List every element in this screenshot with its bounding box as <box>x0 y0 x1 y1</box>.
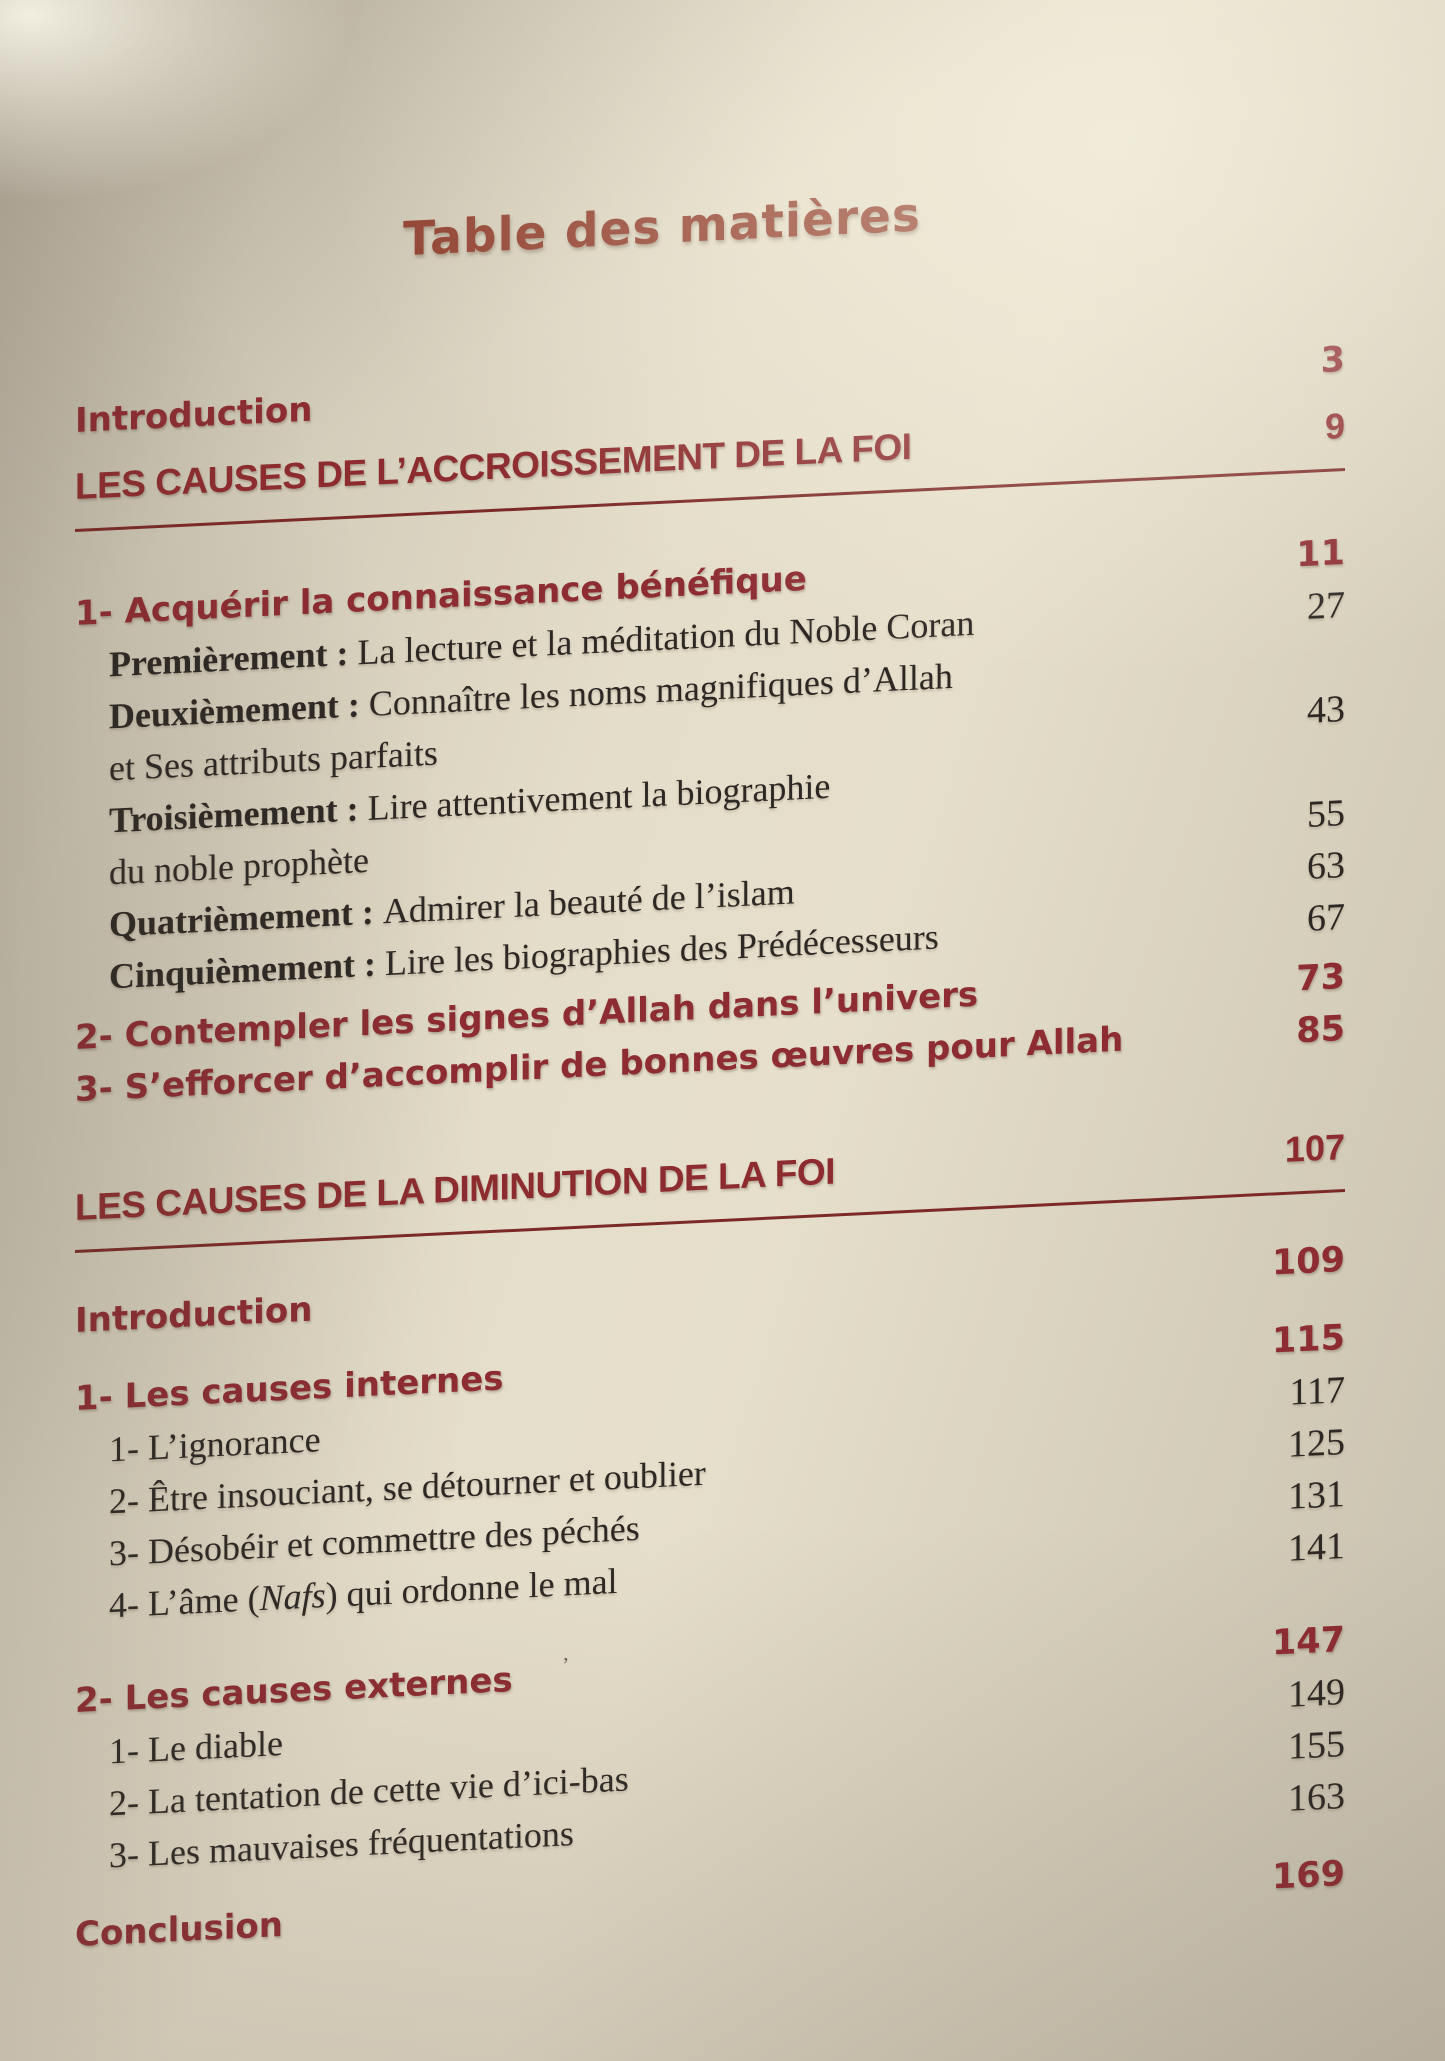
toc-entry-page-number: 73 <box>1296 956 1345 1000</box>
toc-entry-page-number: 63 <box>1307 843 1345 888</box>
toc-entry-page-number: 125 <box>1288 1420 1345 1466</box>
toc-entry: LES CAUSES DE LA DIMINUTION DE LA FOI 10… <box>75 1120 1345 1253</box>
toc-entry-page-number: 117 <box>1289 1368 1345 1414</box>
toc-entry-page-number: 11 <box>1296 532 1345 576</box>
toc-entry-page-number: 147 <box>1271 1619 1345 1664</box>
toc-label-segment: du noble prophète <box>109 839 369 893</box>
page-content: Table des matières Introduction 3 LES CA… <box>75 187 1345 1961</box>
toc-entry-page-number: 163 <box>1288 1774 1345 1820</box>
toc-label-segment: Troisièmement : <box>109 787 368 841</box>
toc-entry-page-number: 27 <box>1307 583 1345 628</box>
toc-entry-page-number: 109 <box>1271 1239 1345 1284</box>
toc-entry-page-number: 155 <box>1288 1722 1345 1768</box>
toc-entry-page-number: 55 <box>1307 791 1345 836</box>
toc-entry-page-number: 115 <box>1271 1317 1345 1362</box>
toc-entry-page-number: 9 <box>1324 404 1345 447</box>
toc-label-segment: Nafs <box>259 1574 326 1619</box>
toc-entry-page-number: 149 <box>1288 1670 1345 1716</box>
toc-entry-page-number: 43 <box>1307 687 1345 732</box>
toc-label-segment: Deuxièmement : <box>109 683 369 737</box>
page-title: Table des matières <box>403 187 921 268</box>
toc-label-segment: Conclusion <box>75 1905 283 1955</box>
toc-entry-label: LES CAUSES DE LA DIMINUTION DE LA FOI <box>75 1125 1261 1234</box>
toc-entry-page-number: 169 <box>1271 1853 1345 1898</box>
toc-label-segment: Introduction <box>75 1289 313 1341</box>
table-of-contents: Introduction 3 LES CAUSES DE L’ACCROISSE… <box>75 334 1345 1961</box>
toc-entry-page-number: 67 <box>1307 895 1345 940</box>
toc-entry-page-number: 85 <box>1296 1008 1345 1052</box>
toc-label-segment: Quatrièmement : <box>109 891 383 945</box>
toc-entry-page-number: 131 <box>1288 1472 1345 1518</box>
toc-label-segment: Premièrement : <box>109 632 358 685</box>
stray-ink-mark: ’ <box>562 1652 570 1678</box>
toc-label-segment: ) qui ordonne le mal <box>325 1560 618 1615</box>
toc-label-segment: 1- L’ignorance <box>109 1419 321 1470</box>
toc-label-segment: Introduction <box>75 389 313 441</box>
toc-label-segment: 4- L’âme ( <box>109 1578 260 1626</box>
toc-entry-page-number: 141 <box>1288 1524 1345 1570</box>
toc-entry-page-number: 3 <box>1320 339 1345 382</box>
toc-label-segment: LES CAUSES DE LA DIMINUTION DE LA FOI <box>75 1150 835 1228</box>
toc-label-segment: 1- Le diable <box>109 1723 283 1772</box>
toc-entry-page-number: 107 <box>1284 1125 1345 1170</box>
toc-label-segment: Cinquièmement : <box>109 943 385 997</box>
